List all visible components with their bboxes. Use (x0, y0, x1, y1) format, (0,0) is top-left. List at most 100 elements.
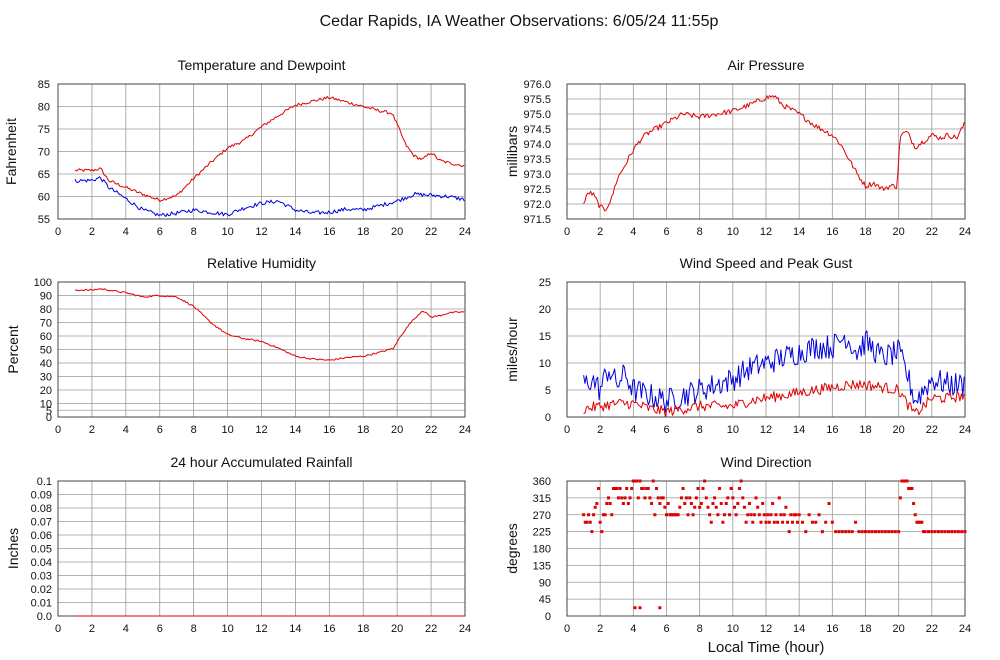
direction-point (598, 520, 602, 524)
direction-point (767, 520, 771, 524)
x-tick-label: 12 (760, 623, 772, 635)
direction-point (673, 513, 677, 517)
direction-point (674, 513, 678, 517)
direction-point (797, 513, 801, 517)
direction-point (757, 513, 761, 517)
direction-point (676, 513, 680, 517)
direction-point (850, 530, 854, 534)
direction-point (867, 530, 871, 534)
direction-point (953, 530, 957, 534)
direction-point (615, 487, 619, 490)
page-title: Cedar Rapids, IA Weather Observations: 6… (320, 13, 719, 30)
direction-point (920, 520, 924, 524)
direction-point (946, 530, 950, 534)
x-tick-label: 4 (123, 226, 129, 238)
direction-point (804, 530, 808, 534)
direction-point (689, 502, 693, 505)
x-tick-label: 6 (157, 623, 163, 635)
direction-point (837, 530, 841, 534)
direction-point (762, 513, 766, 517)
y-tick-label: 0.03 (31, 571, 52, 583)
direction-point (747, 502, 751, 505)
x-tick-label: 14 (793, 226, 805, 238)
direction-point (739, 479, 743, 483)
direction-point (631, 479, 635, 483)
x-tick-label: 20 (893, 623, 905, 635)
direction-point (582, 513, 586, 517)
y-tick-label: 50 (40, 345, 52, 357)
y-tick-label: 30 (40, 372, 52, 384)
x-tick-label: 24 (959, 424, 971, 436)
direction-point (686, 513, 690, 517)
direction-point (810, 520, 814, 524)
direction-point (625, 487, 629, 490)
direction-point (694, 496, 698, 500)
x-tick-label: 0 (55, 623, 61, 635)
direction-point (592, 513, 596, 517)
direction-point (623, 496, 627, 500)
x-tick-label: 4 (123, 424, 129, 436)
direction-point (633, 606, 637, 610)
y-tick-label: 60 (38, 192, 50, 204)
direction-point (683, 502, 687, 505)
direction-point (638, 606, 642, 610)
x-tick-label: 18 (859, 424, 871, 436)
x-tick-label: 20 (391, 424, 403, 436)
x-tick-label: 4 (630, 424, 636, 436)
y-tick-label: 70 (38, 147, 50, 159)
x-tick-label: 0 (564, 424, 570, 436)
x-tick-label: 20 (893, 424, 905, 436)
x-tick-label: 6 (157, 226, 163, 238)
direction-point (703, 479, 707, 483)
plot-frame (57, 83, 466, 220)
direction-point (719, 502, 723, 505)
x-tick-label: 2 (89, 623, 95, 635)
direction-point (684, 496, 688, 500)
direction-point (655, 487, 659, 490)
y-tick-label: 975.0 (523, 109, 551, 121)
y-tick-label: 972.5 (523, 184, 551, 196)
y-tick-label: 15 (539, 331, 551, 343)
x-tick-label: 22 (425, 226, 437, 238)
series-line-red (583, 95, 965, 212)
x-tick-label: 18 (859, 623, 871, 635)
x-tick-label: 0 (564, 226, 570, 238)
direction-point (918, 520, 922, 524)
chart-title: Wind Direction (720, 454, 811, 470)
direction-point (616, 496, 620, 500)
y-tick-label: 135 (533, 560, 551, 572)
direction-point (711, 502, 715, 505)
direction-point (648, 496, 652, 500)
direction-point (645, 487, 649, 490)
direction-point (752, 513, 756, 517)
direction-point (603, 513, 607, 517)
direction-point (668, 513, 672, 517)
direction-point (908, 487, 912, 490)
direction-point (779, 513, 783, 517)
x-tick-label: 24 (959, 226, 971, 238)
y-tick-label: 5 (46, 405, 52, 417)
x-tick-label: 22 (926, 623, 938, 635)
direction-point (844, 530, 848, 534)
y-tick-label: 225 (533, 527, 551, 539)
direction-point (590, 530, 594, 534)
y-tick-label: 45 (539, 594, 551, 606)
y-tick-label: 0.07 (31, 517, 52, 529)
direction-point (787, 530, 791, 534)
y-tick-label: 0 (545, 412, 551, 424)
y-tick-label: 80 (40, 304, 52, 316)
x-tick-label: 4 (630, 226, 636, 238)
direction-point (784, 505, 788, 509)
x-tick-label: 18 (859, 226, 871, 238)
y-tick-label: 65 (38, 169, 50, 181)
direction-point (857, 530, 861, 534)
series-line-blue (74, 176, 465, 217)
direction-point (588, 520, 592, 524)
y-tick-label: 40 (40, 358, 52, 370)
x-tick-label: 8 (697, 424, 703, 436)
direction-point (678, 505, 682, 509)
y-tick-label: 975.5 (523, 94, 551, 106)
